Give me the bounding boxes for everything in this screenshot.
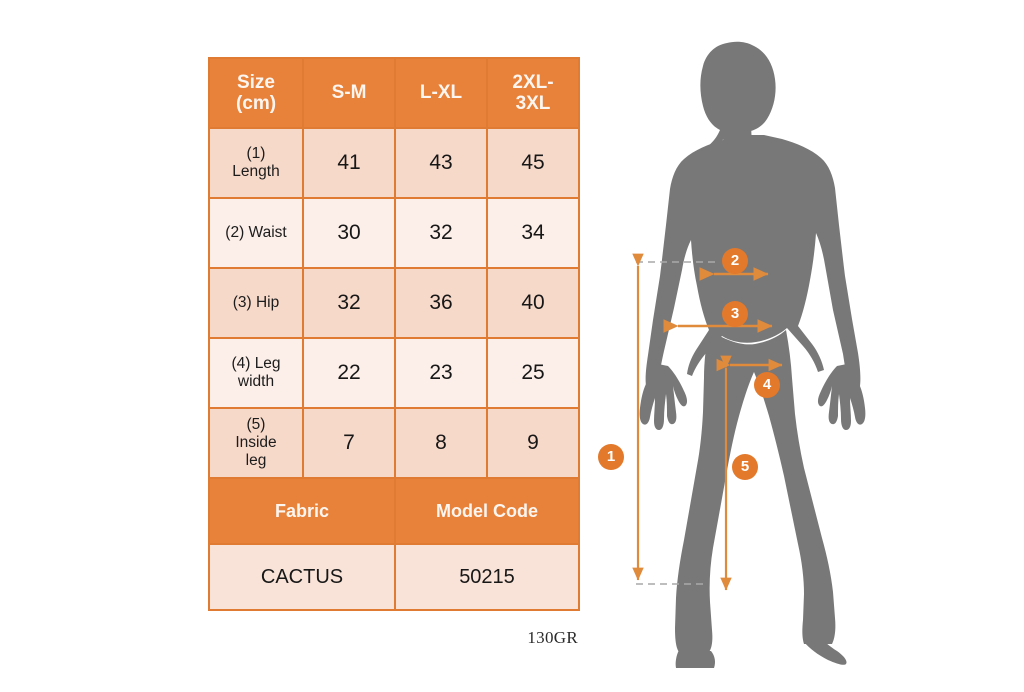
cell-waist-2xl-3xl: 34: [486, 197, 580, 269]
footer-value-fabric: CACTUS: [208, 543, 396, 611]
row-label-hip: (3) Hip: [208, 267, 304, 339]
measurement-figure-panel: 1 2 3 4 5: [596, 20, 916, 670]
table-body: (1) Length 41 43 45 (2) Waist 30 32 34 (3…: [208, 127, 580, 479]
row-label-inside-leg: (5) Inside leg: [208, 407, 304, 479]
column-header-s-m: S-M: [302, 57, 396, 129]
cell-leg-width-s-m: 22: [302, 337, 396, 409]
cell-hip-l-xl: 36: [394, 267, 488, 339]
footer-value-row: CACTUS 50215: [208, 543, 580, 611]
cell-inside-leg-2xl-3xl: 9: [486, 407, 580, 479]
cell-inside-leg-s-m: 7: [302, 407, 396, 479]
footer-header-fabric: Fabric: [208, 477, 396, 545]
cell-inside-leg-l-xl: 8: [394, 407, 488, 479]
footer-header-model-code: Model Code: [394, 477, 580, 545]
table-footer: Fabric Model Code CACTUS 50215: [208, 477, 580, 611]
measurement-marker-5: 5: [732, 454, 758, 480]
cell-hip-2xl-3xl: 40: [486, 267, 580, 339]
measurement-marker-4: 4: [754, 372, 780, 398]
table-row: (4) Leg width 22 23 25: [208, 337, 580, 409]
footer-header-row: Fabric Model Code: [208, 477, 580, 545]
row-label-leg-width: (4) Leg width: [208, 337, 304, 409]
column-header-size: Size (cm): [208, 57, 304, 129]
measurement-marker-3: 3: [722, 301, 748, 327]
measurement-marker-2: 2: [722, 248, 748, 274]
cell-hip-s-m: 32: [302, 267, 396, 339]
cell-waist-s-m: 30: [302, 197, 396, 269]
column-header-l-xl: L-XL: [394, 57, 488, 129]
table-header-row: Size (cm) S-M L-XL 2XL- 3XL: [208, 57, 580, 129]
measurement-marker-1: 1: [598, 444, 624, 470]
cell-length-s-m: 41: [302, 127, 396, 199]
table-row: (3) Hip 32 36 40: [208, 267, 580, 339]
column-header-2xl-3xl: 2XL- 3XL: [486, 57, 580, 129]
cell-waist-l-xl: 32: [394, 197, 488, 269]
cell-length-l-xl: 43: [394, 127, 488, 199]
cell-length-2xl-3xl: 45: [486, 127, 580, 199]
female-silhouette-icon: [639, 41, 866, 668]
cell-leg-width-l-xl: 23: [394, 337, 488, 409]
size-chart-table-container: Size (cm) S-M L-XL 2XL- 3XL (1) Length 41 4…: [208, 57, 580, 611]
table-row: (1) Length 41 43 45: [208, 127, 580, 199]
female-silhouette-diagram: [632, 41, 866, 668]
fabric-weight-note: 130GR: [527, 628, 578, 647]
table-header: Size (cm) S-M L-XL 2XL- 3XL: [208, 57, 580, 129]
footer-value-model-code: 50215: [394, 543, 580, 611]
table-row: (2) Waist 30 32 34: [208, 197, 580, 269]
dashed-guide-lines: [636, 261, 718, 585]
size-chart-table: Size (cm) S-M L-XL 2XL- 3XL (1) Length 41 4…: [208, 57, 580, 611]
row-label-waist: (2) Waist: [208, 197, 304, 269]
row-label-length: (1) Length: [208, 127, 304, 199]
table-row: (5) Inside leg 7 8 9: [208, 407, 580, 479]
cell-leg-width-2xl-3xl: 25: [486, 337, 580, 409]
